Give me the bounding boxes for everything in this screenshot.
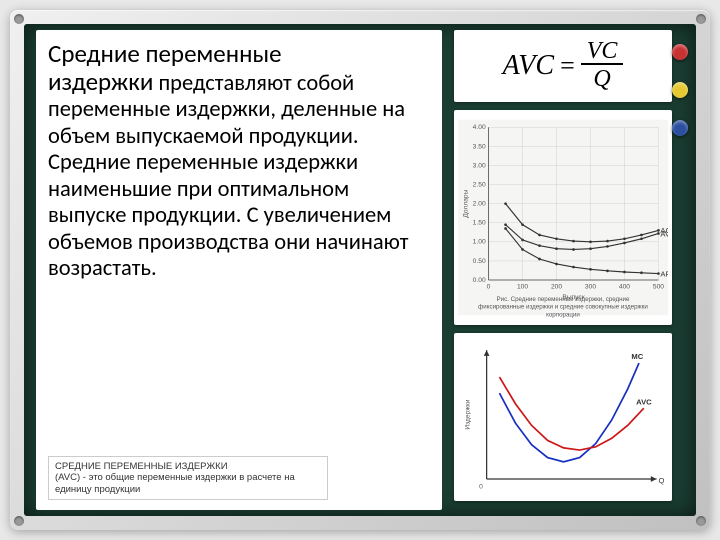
svg-text:AVC: AVC bbox=[660, 229, 668, 238]
svg-text:Доллары: Доллары bbox=[463, 189, 470, 217]
content-row: Средние переменные издержки представляют… bbox=[36, 30, 684, 510]
figures-column: AVC = VC Q 0.00 0.50 1.00 1.50 2.00 2.50 3.00 3… bbox=[454, 30, 684, 510]
frame-screw bbox=[696, 14, 706, 24]
title-line-1: Средние переменные bbox=[48, 38, 282, 69]
svg-text:200: 200 bbox=[551, 284, 562, 291]
title-line-2: издержки bbox=[48, 66, 153, 97]
footnote-body: (AVC) - это общие переменные издержки в … bbox=[55, 472, 295, 494]
svg-text:500: 500 bbox=[653, 284, 664, 291]
chart-mc-avc: MC AVC Q Издержки 0 bbox=[454, 333, 672, 501]
frame-screw bbox=[696, 516, 706, 526]
equals-sign: = bbox=[560, 51, 575, 81]
main-paragraph: Средние переменные издержки представляют… bbox=[48, 40, 430, 283]
svg-text:3.50: 3.50 bbox=[473, 143, 486, 150]
frame-screw bbox=[14, 14, 24, 24]
formula-fraction: VC Q bbox=[581, 39, 624, 94]
svg-text:0: 0 bbox=[479, 484, 483, 491]
svg-text:фиксированные издержки и средн: фиксированные издержки и средние совокуп… bbox=[478, 304, 648, 311]
whiteboard-frame: Средние переменные издержки представляют… bbox=[10, 10, 710, 530]
svg-text:400: 400 bbox=[619, 284, 630, 291]
svg-text:4.00: 4.00 bbox=[473, 124, 486, 131]
svg-text:300: 300 bbox=[585, 284, 596, 291]
formula-denominator: Q bbox=[587, 65, 616, 94]
svg-text:2.50: 2.50 bbox=[473, 181, 486, 188]
svg-text:MC: MC bbox=[631, 352, 643, 361]
formula-lhs: AVC bbox=[503, 50, 555, 82]
chalkboard: Средние переменные издержки представляют… bbox=[24, 24, 696, 516]
svg-text:Издержки: Издержки bbox=[464, 399, 471, 429]
svg-text:2.00: 2.00 bbox=[473, 201, 486, 208]
footnote-title: СРЕДНИЕ ПЕРЕМЕННЫЕ ИЗДЕРЖКИ bbox=[55, 461, 228, 472]
footnote-box: СРЕДНИЕ ПЕРЕМЕННЫЕ ИЗДЕРЖКИ (AVC) - это … bbox=[48, 456, 328, 500]
svg-text:1.00: 1.00 bbox=[473, 239, 486, 246]
svg-text:Рис. Средние переменные издерж: Рис. Средние переменные издержки, средни… bbox=[497, 296, 630, 303]
magnet-icon bbox=[672, 82, 688, 98]
magnet-icon bbox=[672, 44, 688, 60]
svg-text:0.00: 0.00 bbox=[473, 277, 486, 284]
formula-avc: AVC = VC Q bbox=[454, 30, 672, 102]
svg-text:AFC: AFC bbox=[660, 269, 668, 278]
svg-text:корпорации: корпорации bbox=[546, 311, 580, 318]
text-panel: Средние переменные издержки представляют… bbox=[36, 30, 442, 510]
svg-text:100: 100 bbox=[517, 284, 528, 291]
svg-text:AVC: AVC bbox=[636, 397, 652, 406]
magnet-group bbox=[672, 44, 688, 136]
svg-text:Q: Q bbox=[658, 476, 664, 485]
svg-text:3.00: 3.00 bbox=[473, 162, 486, 169]
svg-text:0.50: 0.50 bbox=[473, 258, 486, 265]
frame-screw bbox=[14, 516, 24, 526]
svg-text:0: 0 bbox=[487, 284, 491, 291]
body-text: представляют собой переменные издержки, … bbox=[48, 70, 408, 283]
magnet-icon bbox=[672, 120, 688, 136]
svg-text:1.50: 1.50 bbox=[473, 220, 486, 227]
formula-numerator: VC bbox=[581, 39, 624, 65]
chart-ac-avc-afc: 0.00 0.50 1.00 1.50 2.00 2.50 3.00 3.50 4.00 0 100… bbox=[454, 110, 672, 325]
